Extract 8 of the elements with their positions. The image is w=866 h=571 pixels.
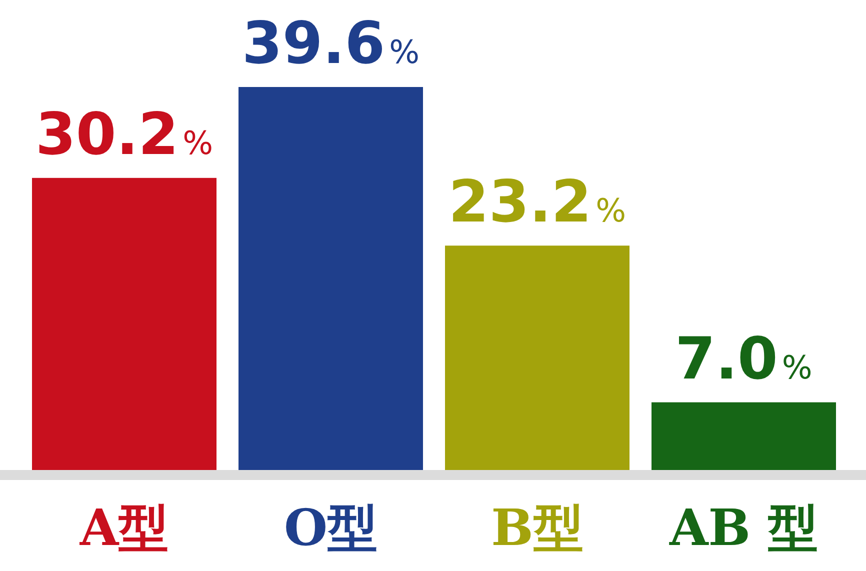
- x-tick-label: B型: [491, 498, 584, 557]
- data-label: 30.2%: [35, 100, 214, 168]
- x-tick-label: A型: [78, 498, 169, 557]
- data-label: 23.2%: [448, 168, 626, 236]
- data-label: 39.6%: [242, 9, 420, 77]
- x-tick-label: O型: [284, 498, 378, 557]
- x-tick-label: AB 型: [668, 498, 818, 557]
- data-label: 7.0%: [675, 324, 812, 392]
